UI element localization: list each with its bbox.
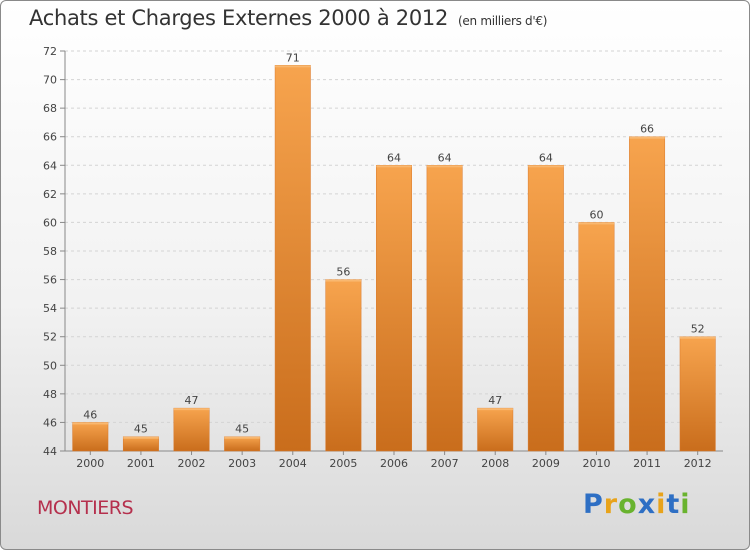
bar-top-highlight: [325, 279, 362, 282]
y-tick-label: 66: [43, 131, 57, 144]
logo-letter: i: [656, 489, 667, 520]
bar-top-highlight: [629, 136, 665, 139]
x-tick-label: 2003: [228, 457, 256, 470]
bar: [578, 222, 615, 452]
bar: [173, 407, 210, 452]
bar: [72, 422, 109, 452]
y-tick-label: 50: [43, 359, 57, 372]
logo-letter: o: [618, 489, 638, 520]
y-tick-label: 68: [43, 102, 57, 115]
chart-title: Achats et Charges Externes 2000 à 2012 (e…: [29, 6, 547, 30]
bar-top-highlight: [477, 408, 513, 411]
y-tick-label: 62: [43, 188, 57, 201]
bar-value-label: 52: [691, 323, 705, 336]
y-tick-label: 44: [43, 445, 57, 458]
y-tick-label: 56: [43, 274, 57, 287]
bar-top-highlight: [224, 436, 260, 439]
logo-letter: r: [603, 489, 619, 520]
y-tick-label: 58: [43, 245, 57, 258]
y-tick-label: 60: [43, 216, 57, 229]
bar: [629, 136, 666, 452]
bar-top-highlight: [426, 165, 463, 168]
unit-label: (en milliers d'€): [458, 14, 548, 28]
bar-value-label: 45: [235, 423, 249, 436]
bar: [325, 279, 362, 452]
bar-value-label: 56: [336, 266, 350, 279]
y-tick-label: 52: [43, 331, 57, 344]
bar: [679, 336, 716, 452]
bar-value-label: 64: [539, 151, 553, 164]
bar: [527, 165, 564, 452]
bar-value-label: 46: [83, 408, 97, 421]
bar-top-highlight: [275, 65, 311, 68]
labels: 44 46 48 50 52 54 56 58 60 62 64 66 68 70 72 46 2000 45 20…: [43, 45, 712, 470]
bar-top-highlight: [123, 436, 159, 439]
x-tick-label: 2006: [380, 457, 408, 470]
x-tick-label: 2010: [582, 457, 610, 470]
bar-value-label: 64: [387, 151, 401, 164]
bar-value-label: 71: [286, 51, 300, 64]
bar-top-highlight: [72, 422, 109, 425]
x-tick-label: 2000: [76, 457, 104, 470]
x-tick-label: 2007: [431, 457, 459, 470]
title-text: Achats et Charges Externes 2000 à 2012: [29, 6, 449, 30]
bar: [477, 407, 514, 452]
bar: [122, 436, 159, 452]
x-tick-label: 2004: [279, 457, 307, 470]
bar-top-highlight: [173, 408, 210, 411]
bar: [426, 165, 463, 452]
bar-top-highlight: [376, 165, 412, 168]
bar-value-label: 64: [438, 151, 452, 164]
bar: [274, 65, 311, 452]
commune-name: MONTIERS: [37, 497, 134, 519]
y-tick-label: 46: [43, 416, 57, 429]
logo-letter: i: [680, 489, 691, 520]
x-tick-label: 2012: [684, 457, 712, 470]
logo-letter: x: [637, 489, 657, 520]
y-tick-label: 72: [43, 45, 57, 58]
x-tick-label: 2011: [633, 457, 661, 470]
proxiti-logo: Proxiti: [583, 489, 691, 520]
bar-value-label: 66: [640, 123, 654, 136]
x-tick-label: 2009: [532, 457, 560, 470]
y-tick-label: 64: [43, 159, 57, 172]
y-tick-label: 54: [43, 302, 57, 315]
logo-letter: P: [583, 489, 604, 520]
bar-top-highlight: [578, 222, 615, 225]
bar-top-highlight: [679, 336, 716, 339]
x-tick-label: 2008: [481, 457, 509, 470]
x-tick-label: 2002: [178, 457, 206, 470]
bar-value-label: 45: [134, 423, 148, 436]
bar: [376, 165, 412, 452]
y-tick-label: 48: [43, 388, 57, 401]
x-tick-label: 2001: [127, 457, 155, 470]
bar-value-label: 60: [589, 208, 603, 221]
y-tick-label: 70: [43, 74, 57, 87]
bar-value-label: 47: [185, 394, 199, 407]
bars: [72, 65, 716, 452]
bar-top-highlight: [528, 165, 564, 168]
bar: [224, 436, 261, 452]
logo-letter: t: [666, 489, 681, 520]
bar-value-label: 47: [488, 394, 502, 407]
x-tick-label: 2005: [329, 457, 357, 470]
